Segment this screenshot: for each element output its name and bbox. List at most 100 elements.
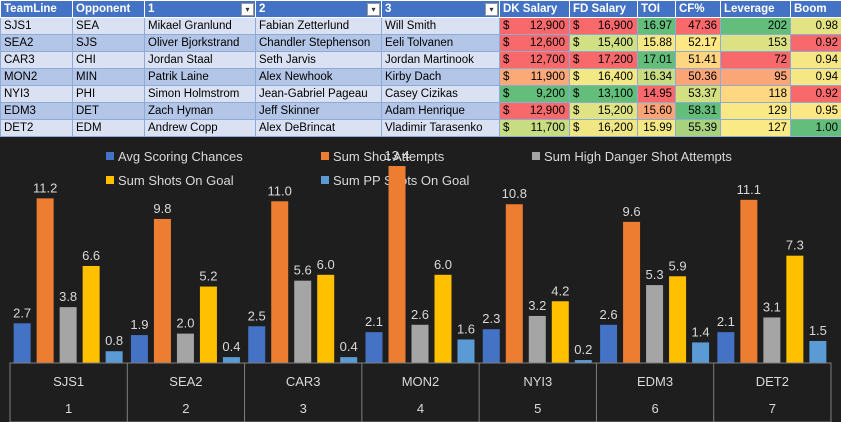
cell-fd-salary[interactable]: $16,200 [569,119,638,137]
cell-fd-salary[interactable]: $17,200 [569,51,638,69]
cell-p2[interactable]: Jeff Skinner [255,102,382,120]
cell-cf[interactable]: 58.31 [675,102,721,120]
cell-dk-salary[interactable]: $11,700 [499,119,570,137]
filter-dropdown-icon[interactable]: ▾ [485,3,498,16]
cell-toi[interactable]: 17.01 [637,51,676,69]
cell-dk-salary[interactable]: $12,900 [499,17,570,35]
cell-teamline[interactable]: MON2 [0,68,73,86]
cell-cf[interactable]: 55.39 [675,119,721,137]
cell-toi[interactable]: 15.99 [637,119,676,137]
cell-fd-salary[interactable]: $16,900 [569,17,638,35]
cell-dk-salary[interactable]: $9,200 [499,85,570,103]
cell-boom[interactable]: 1.00 [790,119,841,137]
cell-lev[interactable]: 118 [720,85,791,103]
cell-opponent[interactable]: PHI [72,85,145,103]
column-header-3[interactable]: 3 ▾ [381,0,500,18]
cell-toi[interactable]: 16.97 [637,17,676,35]
column-header-label: TeamLine [4,3,57,15]
currency-symbol: $ [503,54,510,66]
cell-opponent[interactable]: EDM [72,119,145,137]
cell-p3[interactable]: Will Smith [381,17,500,35]
cell-boom[interactable]: 0.92 [790,85,841,103]
cell-opponent[interactable]: SEA [72,17,145,35]
cell-p1[interactable]: Zach Hyman [144,102,256,120]
cell-p2[interactable]: Fabian Zetterlund [255,17,382,35]
cell-opponent[interactable]: SJS [72,34,145,52]
cell-toi[interactable]: 15.60 [637,102,676,120]
cell-boom[interactable]: 0.94 [790,68,841,86]
cell-teamline[interactable]: DET2 [0,119,73,137]
salary-amount: 12,900 [529,105,565,117]
column-header-boom[interactable]: Boom [790,0,841,18]
cell-p2[interactable]: Jean-Gabriel Pageau [255,85,382,103]
cell-lev[interactable]: 95 [720,68,791,86]
cell-boom[interactable]: 0.95 [790,102,841,120]
column-header-fd-salary[interactable]: FD Salary [569,0,638,18]
cell-fd-salary[interactable]: $16,400 [569,68,638,86]
cell-lev[interactable]: 127 [720,119,791,137]
cell-lev[interactable]: 202 [720,17,791,35]
cell-dk-salary[interactable]: $12,700 [499,51,570,69]
cell-toi[interactable]: 16.34 [637,68,676,86]
column-header-2[interactable]: 2 ▾ [255,0,382,18]
cell-teamline[interactable]: EDM3 [0,102,73,120]
column-header-teamline[interactable]: TeamLine [0,0,73,18]
cell-p3[interactable]: Casey Cizikas [381,85,500,103]
cell-boom[interactable]: 0.98 [790,17,841,35]
cell-p2[interactable]: Alex Newhook [255,68,382,86]
cell-toi[interactable]: 15.88 [637,34,676,52]
data-label: 2.3 [482,311,500,326]
cell-opponent[interactable]: CHI [72,51,145,69]
cell-dk-salary[interactable]: $12,900 [499,102,570,120]
cell-p1[interactable]: Andrew Copp [144,119,256,137]
cell-teamline[interactable]: SEA2 [0,34,73,52]
cell-lev[interactable]: 129 [720,102,791,120]
cell-p2[interactable]: Seth Jarvis [255,51,382,69]
cell-lev[interactable]: 72 [720,51,791,69]
cell-cf[interactable]: 53.37 [675,85,721,103]
cell-cf[interactable]: 50.36 [675,68,721,86]
column-header-cf[interactable]: CF% [675,0,721,18]
cell-p3[interactable]: Adam Henrique [381,102,500,120]
cell-opponent[interactable]: MIN [72,68,145,86]
column-header-1[interactable]: 1 ▾ [144,0,256,18]
cell-cf[interactable]: 47.36 [675,17,721,35]
cell-dk-salary[interactable]: $12,600 [499,34,570,52]
cell-p1[interactable]: Oliver Bjorkstrand [144,34,256,52]
cell-cf[interactable]: 51.41 [675,51,721,69]
cell-fd-salary[interactable]: $15,200 [569,102,638,120]
cell-p2[interactable]: Chandler Stephenson [255,34,382,52]
cell-p1[interactable]: Mikael Granlund [144,17,256,35]
cell-cf[interactable]: 52.17 [675,34,721,52]
column-header-opponent[interactable]: Opponent [72,0,145,18]
cell-p3[interactable]: Kirby Dach [381,68,500,86]
cell-fd-salary[interactable]: $13,100 [569,85,638,103]
filter-dropdown-icon[interactable]: ▾ [367,3,380,16]
table-row: CAR3 CHI Jordan Staal Seth Jarvis Jordan Mar… [0,51,841,69]
bar-sjs1-series-3 [59,307,77,363]
cell-teamline[interactable]: SJS1 [0,17,73,35]
cell-teamline[interactable]: NYI3 [0,85,73,103]
cell-p3[interactable]: Jordan Martinook [381,51,500,69]
cell-lev[interactable]: 153 [720,34,791,52]
cell-toi[interactable]: 14.95 [637,85,676,103]
cell-teamline[interactable]: CAR3 [0,51,73,69]
cell-boom[interactable]: 0.92 [790,34,841,52]
column-header-dk-salary[interactable]: DK Salary [499,0,570,18]
currency-symbol: $ [503,122,510,134]
bar-sjs1-series-2 [36,198,54,363]
cell-boom[interactable]: 0.94 [790,51,841,69]
cell-opponent[interactable]: DET [72,102,145,120]
cell-fd-salary[interactable]: $15,400 [569,34,638,52]
table-row: EDM3 DET Zach Hyman Jeff Skinner Adam Henriq… [0,102,841,120]
column-header-leverage[interactable]: Leverage [720,0,791,18]
cell-dk-salary[interactable]: $11,900 [499,68,570,86]
column-header-toi[interactable]: TOI [637,0,676,18]
cell-p3[interactable]: Vladimir Tarasenko [381,119,500,137]
cell-p1[interactable]: Simon Holmstrom [144,85,256,103]
filter-dropdown-icon[interactable]: ▾ [241,3,254,16]
cell-p1[interactable]: Jordan Staal [144,51,256,69]
cell-p2[interactable]: Alex DeBrincat [255,119,382,137]
cell-p1[interactable]: Patrik Laine [144,68,256,86]
cell-p3[interactable]: Eeli Tolvanen [381,34,500,52]
